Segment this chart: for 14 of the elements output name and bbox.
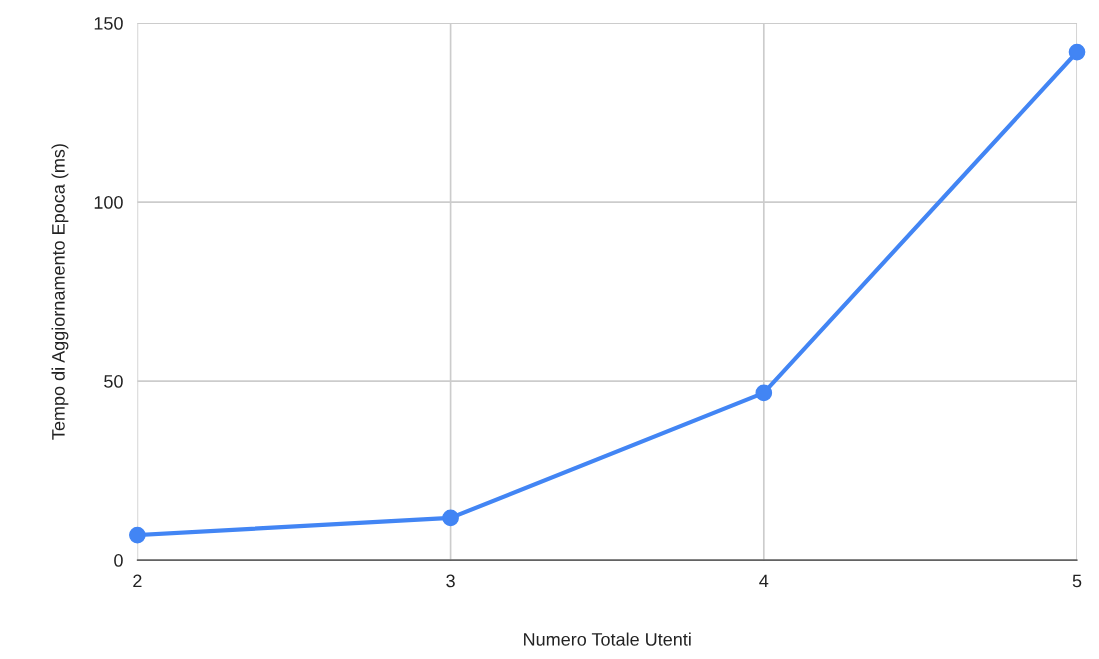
y-tick-label: 150 <box>94 17 123 30</box>
x-tick-label: 3 <box>446 574 455 588</box>
y-axis-title: Tempo di Aggiornamento Epoca (ms) <box>51 144 69 440</box>
point <box>755 384 773 402</box>
x-tick-label: 2 <box>133 574 142 588</box>
point <box>442 509 459 527</box>
x-tick-label: 5 <box>1072 574 1082 588</box>
y-tick-label: 100 <box>94 196 123 209</box>
x-tick-label: 4 <box>759 574 769 588</box>
x-axis-title: Numero Totale Utenti <box>524 632 691 646</box>
y-tick-label: 0 <box>114 554 123 567</box>
point <box>129 526 146 544</box>
y-tick-label: 50 <box>104 375 123 388</box>
point <box>1068 43 1086 61</box>
